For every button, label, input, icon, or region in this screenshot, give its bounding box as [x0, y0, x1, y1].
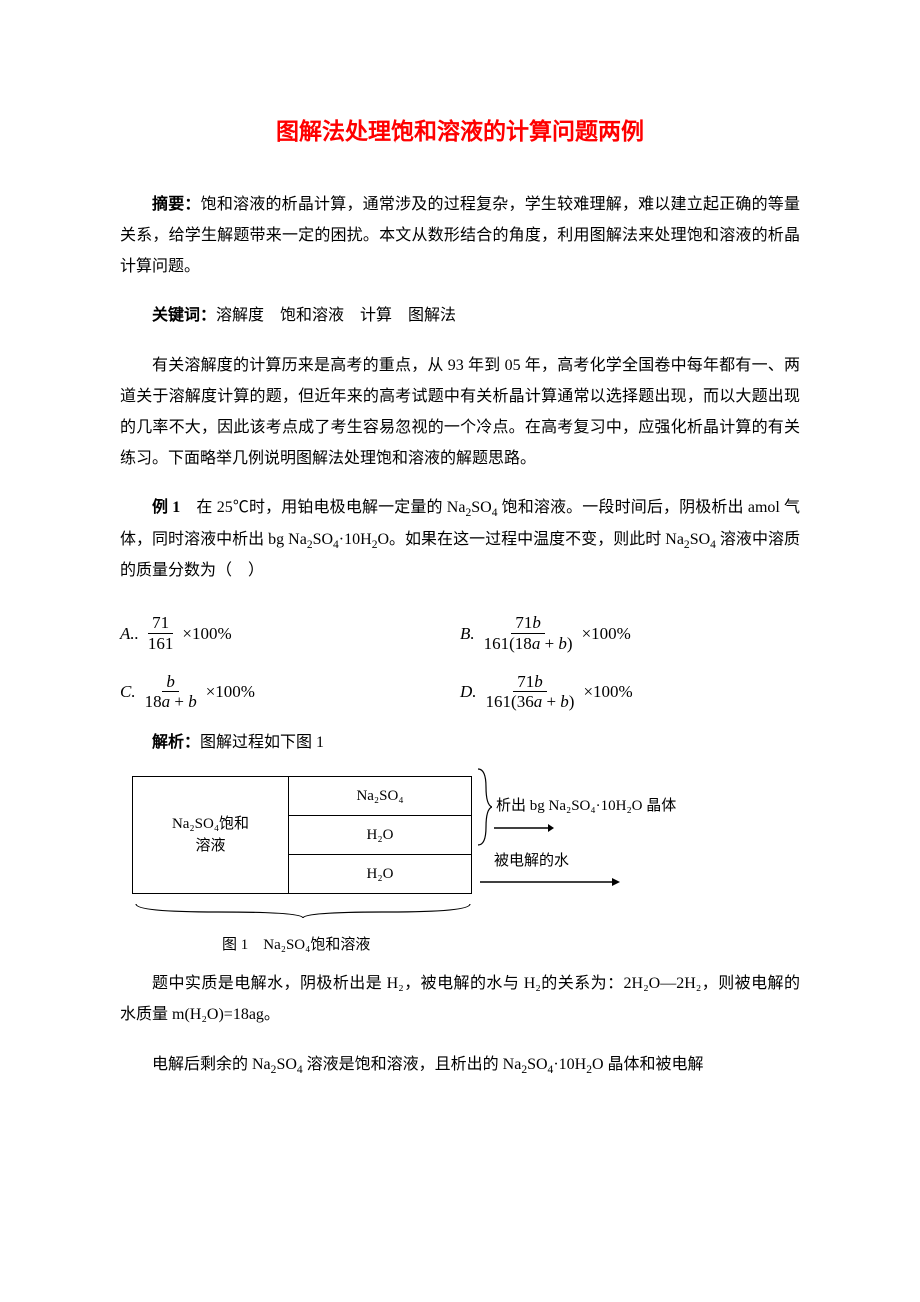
option-d-num: 71b — [513, 673, 547, 693]
option-a-den: 161 — [144, 634, 178, 653]
diagram-box: Na₂SO₄饱和 溶液 Na₂SO₄ H₂O H₂O — [132, 776, 472, 894]
example1-t2: SO — [471, 499, 491, 516]
document-page: 图解法处理饱和溶液的计算问题两例 摘要：饱和溶液的析晶计算，通常涉及的过程复杂，… — [0, 0, 920, 1158]
diagram-figure-1: Na₂SO₄饱和 溶液 Na₂SO₄ H₂O H₂O 析出 bg Na₂SO₄·… — [132, 776, 800, 960]
diagram-side-bottom: 被电解的水 — [476, 837, 680, 898]
example1-t5: ·10H — [339, 531, 372, 548]
diagram-r3: H₂O — [289, 854, 471, 893]
option-b-label: B. — [460, 617, 475, 650]
option-b: B. 71b 161(18a + b) ×100% — [460, 614, 800, 653]
ap2-t1: 电解后剩余的 Na — [152, 1056, 271, 1073]
option-c-label: C. — [120, 675, 136, 708]
ap2-t6: O 晶体和被电解 — [592, 1056, 704, 1073]
page-title: 图解法处理饱和溶液的计算问题两例 — [120, 110, 800, 155]
arrow-icon — [494, 822, 554, 834]
option-b-den: 161(18a + b) — [480, 634, 577, 653]
ap2-t4: SO — [527, 1056, 547, 1073]
analysis-text: 图解过程如下图 1 — [200, 734, 324, 751]
option-a: A.. 71 161 ×100% — [120, 614, 460, 653]
diagram-side: 析出 bg Na₂SO₄·10H₂O 晶体 被电解的水 — [472, 776, 680, 897]
diagram-right-col: Na₂SO₄ H₂O H₂O — [288, 777, 471, 893]
option-d-label: D. — [460, 675, 477, 708]
option-a-num: 71 — [148, 614, 173, 634]
diagram-r2: H₂O — [289, 815, 471, 854]
keywords-label: 关键词： — [152, 307, 216, 324]
diagram-left-l2: 溶液 — [172, 835, 249, 858]
diagram-r1: Na₂SO₄ — [289, 777, 471, 815]
example1-t1: 在 25℃时，用铂电极电解一定量的 Na — [180, 499, 465, 516]
intro-paragraph: 有关溶解度的计算历来是高考的重点，从 93 年到 05 年，高考化学全国卷中每年… — [120, 350, 800, 475]
option-d-frac: 71b 161(36a + b) — [482, 673, 579, 712]
underbrace-icon — [134, 902, 472, 918]
example1-t6: O。如果在这一过程中温度不变，则此时 Na — [377, 531, 683, 548]
brace-icon — [476, 767, 492, 847]
option-c-tail: ×100% — [206, 675, 255, 708]
ap2-t2: SO — [276, 1056, 296, 1073]
example1-paragraph: 例 1 在 25℃时，用铂电极电解一定量的 Na2SO4 饱和溶液。一段时间后，… — [120, 492, 800, 586]
example1-label: 例 1 — [152, 499, 180, 516]
option-d-tail: ×100% — [583, 675, 632, 708]
option-c-frac: b 18a + b — [141, 673, 201, 712]
option-b-num: 71b — [511, 614, 545, 634]
option-d: D. 71b 161(36a + b) ×100% — [460, 673, 800, 712]
analysis-paragraph: 解析：图解过程如下图 1 — [120, 727, 800, 758]
analysis-label: 解析： — [152, 734, 200, 751]
option-c-den: 18a + b — [141, 692, 201, 711]
options-block: A.. 71 161 ×100% B. 71b 161(18a + b) ×10… — [120, 604, 800, 721]
diagram-left-cell: Na₂SO₄饱和 溶液 — [133, 777, 288, 893]
arrow-icon — [480, 876, 620, 888]
diagram-side-top: 析出 bg Na₂SO₄·10H₂O 晶体 — [476, 776, 680, 837]
example1-t7: SO — [690, 531, 710, 548]
diagram-row: Na₂SO₄饱和 溶液 Na₂SO₄ H₂O H₂O 析出 bg Na₂SO₄·… — [132, 776, 800, 897]
abstract-label: 摘要： — [152, 196, 201, 213]
option-b-frac: 71b 161(18a + b) — [480, 614, 577, 653]
option-a-label: A.. — [120, 617, 139, 650]
after-paragraph-2: 电解后剩余的 Na2SO4 溶液是饱和溶液，且析出的 Na2SO4·10H2O … — [120, 1049, 800, 1080]
ap2-t5: ·10H — [553, 1056, 586, 1073]
after-paragraph-1: 题中实质是电解水，阴极析出是 H₂，被电解的水与 H₂的关系为：2H₂O—2H₂… — [120, 968, 800, 1030]
option-a-frac: 71 161 — [144, 614, 178, 653]
diagram-left-l1: Na₂SO₄饱和 — [172, 813, 249, 836]
option-c: C. b 18a + b ×100% — [120, 673, 460, 712]
diagram-caption: 图 1 Na₂SO₄饱和溶液 — [222, 931, 800, 960]
option-a-tail: ×100% — [182, 617, 231, 650]
option-d-den: 161(36a + b) — [482, 692, 579, 711]
ap2-t3: 溶液是饱和溶液，且析出的 Na — [303, 1056, 522, 1073]
option-b-tail: ×100% — [582, 617, 631, 650]
diagram-out-top: 析出 bg Na₂SO₄·10H₂O 晶体 — [496, 792, 676, 821]
keywords-text: 溶解度 饱和溶液 计算 图解法 — [216, 307, 456, 324]
diagram-out-bottom: 被电解的水 — [494, 847, 616, 876]
abstract-text: 饱和溶液的析晶计算，通常涉及的过程复杂，学生较难理解，难以建立起正确的等量关系，… — [120, 196, 800, 275]
abstract-paragraph: 摘要：饱和溶液的析晶计算，通常涉及的过程复杂，学生较难理解，难以建立起正确的等量… — [120, 189, 800, 283]
keywords-paragraph: 关键词：溶解度 饱和溶液 计算 图解法 — [120, 300, 800, 331]
option-c-num: b — [162, 673, 179, 693]
example1-t4: SO — [313, 531, 333, 548]
